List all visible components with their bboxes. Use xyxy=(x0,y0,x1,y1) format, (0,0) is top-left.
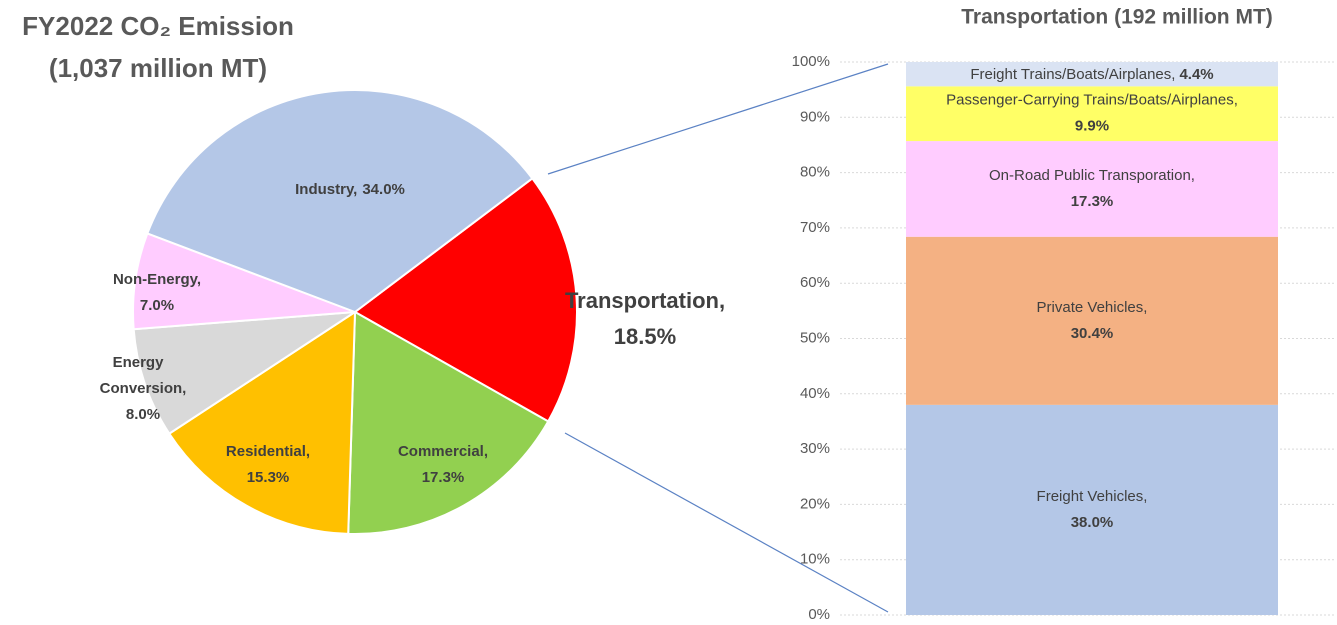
segment-name: On-Road Public Transporation, xyxy=(989,167,1195,184)
slice-name-part: Energy xyxy=(113,354,165,371)
y-tick-label: 10% xyxy=(800,551,830,568)
slice-label: Residential, 15.3% xyxy=(226,443,310,486)
labels: Transportation, 18.5% Commercial, 17.3% Resi… xyxy=(100,66,1238,531)
pie-slice xyxy=(347,310,550,535)
slice-name: Transportation, xyxy=(565,288,725,313)
y-tick-label: 30% xyxy=(800,440,830,457)
segment-value: 30.4% xyxy=(1071,325,1114,342)
slice-value: 15.3% xyxy=(247,469,290,486)
slice-label: Transportation, 18.5% xyxy=(565,288,725,349)
pie-slice xyxy=(146,89,534,314)
slice-label: Industry, 34.0% xyxy=(295,181,405,198)
segment-name: Private Vehicles, xyxy=(1037,299,1148,316)
segment-name: Freight Trains/Boats/Airplanes, xyxy=(970,66,1175,83)
slice-name: Non-Energy, xyxy=(113,271,201,288)
marks xyxy=(132,62,1278,615)
y-tick-label: 100% xyxy=(792,53,830,70)
bar-segment xyxy=(906,141,1278,237)
pie-slice xyxy=(167,310,357,535)
slice-label: Commercial, 17.3% xyxy=(398,443,488,486)
bar-segment xyxy=(906,236,1278,405)
y-tick-label: 50% xyxy=(800,329,830,346)
bar-title: Transportation (192 million MT) xyxy=(961,6,1273,29)
connector xyxy=(547,63,889,175)
slice-name: Residential, xyxy=(226,443,310,460)
segment-value: 9.9% xyxy=(1075,118,1109,135)
slice-value: 8.0% xyxy=(126,406,160,423)
y-tick-label: 0% xyxy=(808,606,830,623)
bar-segment xyxy=(906,404,1278,615)
y-tick-label: 90% xyxy=(800,108,830,125)
slice-label: Energy Conversion, 8.0% xyxy=(100,354,187,423)
slice-name: Commercial, xyxy=(398,443,488,460)
bar-segment xyxy=(906,62,1278,87)
bar-segment xyxy=(906,86,1278,142)
connector xyxy=(564,432,889,613)
segment-name: Freight Vehicles, xyxy=(1037,488,1148,505)
slice-label: Non-Energy, 7.0% xyxy=(113,271,201,314)
pie-slice xyxy=(132,311,356,436)
slice-value: 18.5% xyxy=(614,324,676,349)
slice-name-part: Conversion, xyxy=(100,380,187,397)
y-tick-label: 80% xyxy=(800,164,830,181)
slice-name: Industry, xyxy=(295,181,357,198)
y-tick-label: 20% xyxy=(800,495,830,512)
pie-slice xyxy=(353,176,578,423)
segment-value: 17.3% xyxy=(1071,193,1114,210)
y-tick-label: 60% xyxy=(800,274,830,291)
slice-value: 17.3% xyxy=(422,469,465,486)
segment-value: 4.4% xyxy=(1179,66,1213,83)
segment-label: Freight Trains/Boats/Airplanes, 4.4% xyxy=(970,66,1213,83)
pie-title: FY2022 CO₂ Emission xyxy=(22,11,294,41)
slice-value: 34.0% xyxy=(362,181,405,198)
segment-value: 38.0% xyxy=(1071,514,1114,531)
y-tick-label: 70% xyxy=(800,219,830,236)
pie-subtitle: (1,037 million MT) xyxy=(49,53,267,83)
segment-name: Passenger-Carrying Trains/Boats/Airplane… xyxy=(946,92,1238,109)
y-tick-label: 40% xyxy=(800,385,830,402)
slice-value: 7.0% xyxy=(140,297,174,314)
slice-name: Energy Conversion, xyxy=(100,354,187,397)
